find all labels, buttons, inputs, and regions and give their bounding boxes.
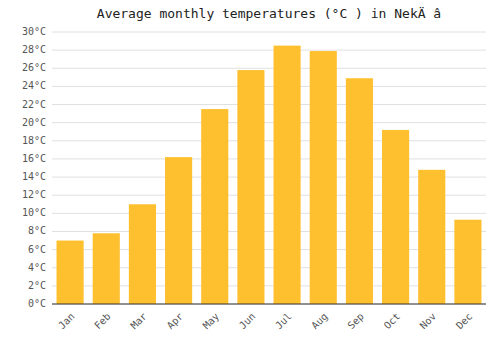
y-tick-label: 12°C: [22, 189, 46, 200]
bar: [129, 204, 156, 304]
x-tick-label: Nov: [418, 311, 439, 332]
y-tick-label: 2°C: [28, 280, 46, 291]
y-tick-label: 14°C: [22, 171, 46, 182]
bar: [201, 109, 228, 304]
x-tick-label: Jan: [56, 311, 77, 332]
x-tick-label: Apr: [165, 311, 186, 332]
bar: [93, 233, 120, 304]
bar: [382, 130, 409, 304]
x-tick-label: Sep: [345, 311, 366, 332]
y-tick-label: 18°C: [22, 135, 46, 146]
x-tick-label: May: [201, 311, 222, 332]
x-tick-label: Aug: [309, 311, 330, 332]
bar: [237, 70, 264, 304]
y-tick-label: 28°C: [22, 44, 46, 55]
y-tick-label: 4°C: [28, 262, 46, 273]
y-tick-label: 0°C: [28, 298, 46, 309]
grid-line: [52, 50, 486, 51]
x-tick-labels: Jan Feb Mar Apr May Jun Jul Aug Sep Oct Nov Dec: [56, 311, 474, 332]
bar: [57, 241, 84, 304]
x-tick-label: Mar: [128, 311, 149, 332]
x-tick-label: Oct: [382, 311, 403, 332]
y-grid: [52, 32, 486, 304]
grid-line: [52, 32, 486, 33]
x-axis-line: [52, 304, 486, 305]
y-tick-label: 30°C: [22, 26, 46, 37]
x-tick-label: Feb: [92, 311, 113, 332]
y-tick-label: 8°C: [28, 225, 46, 236]
bar: [346, 78, 373, 304]
bar: [310, 51, 337, 304]
x-tick-label: Jul: [273, 311, 294, 332]
grid-line: [52, 68, 486, 69]
grid-line: [52, 304, 486, 305]
bar: [418, 170, 445, 304]
bars: [57, 46, 482, 304]
grid-line: [52, 86, 486, 87]
y-tick-label: 22°C: [22, 99, 46, 110]
grid-line: [52, 158, 486, 159]
chart-container: 0°C 2°C 4°C 6°C 8°C 10°C 12°C 14°C 16°C 18°C 20°C 2…: [0, 0, 500, 350]
y-tick-labels: 0°C 2°C 4°C 6°C 8°C 10°C 12°C 14°C 16°C 18°C 20°C 2…: [22, 26, 46, 309]
y-tick-label: 20°C: [22, 117, 46, 128]
grid-line: [52, 104, 486, 105]
y-tick-label: 10°C: [22, 207, 46, 218]
bar: [454, 220, 481, 304]
y-tick-label: 6°C: [28, 244, 46, 255]
x-tick-label: Jun: [237, 311, 258, 332]
grid-line: [52, 140, 486, 141]
y-tick-label: 26°C: [22, 62, 46, 73]
grid-line: [52, 122, 486, 123]
y-tick-label: 24°C: [22, 80, 46, 91]
y-tick-label: 16°C: [22, 153, 46, 164]
chart-svg: 0°C 2°C 4°C 6°C 8°C 10°C 12°C 14°C 16°C 18°C 20°C 2…: [0, 0, 500, 350]
bar: [165, 157, 192, 304]
bar: [274, 46, 301, 304]
chart-title: Average monthly temperatures (°C ) in Ne…: [97, 6, 441, 21]
x-tick-label: Dec: [454, 311, 475, 332]
